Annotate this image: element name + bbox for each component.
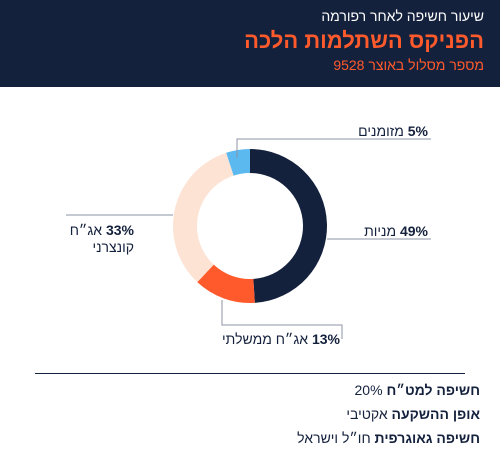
label-corp-name2: קונצרני [92, 239, 134, 255]
header: שיעור חשיפה לאחר רפורמה הפניקס השתלמות ה… [0, 0, 500, 87]
info-method-value: אקטיבי [346, 406, 388, 422]
info-geo: חשיפה גאוגרפית חו״ל וישראל [297, 430, 480, 447]
label-stocks: 49% מניות [364, 223, 428, 240]
info-method-label: אופן ההשקעה [391, 406, 480, 422]
info-exposure: חשיפה למט״ח 20% [355, 382, 480, 399]
info-geo-value: חו״ל וישראל [297, 430, 371, 446]
leader-gov [221, 300, 343, 339]
label-gov-bonds: 13% אג״ח ממשלתי [222, 331, 340, 348]
label-cash-name: מזומנים [358, 123, 404, 139]
donut-svg [66, 138, 431, 339]
label-gov-pct: 13% [311, 331, 340, 347]
label-corp-bonds: 33% אג״ח קונצרני [70, 222, 134, 256]
divider [35, 373, 465, 374]
label-corp-pct: 33% [105, 222, 134, 238]
label-corp-name: אג״ח [69, 222, 103, 238]
slice-cash [226, 149, 250, 176]
label-stocks-name: מניות [364, 223, 397, 239]
label-gov-name: אג״ח ממשלתי [222, 331, 309, 347]
label-cash: 5% מזומנים [358, 123, 428, 140]
label-cash-pct: 5% [407, 123, 428, 139]
info-exposure-value: 20% [354, 382, 383, 398]
slice-corp-bonds [172, 152, 234, 283]
info-exposure-label: חשיפה למט״ח [386, 382, 480, 398]
fund-pretitle: שיעור חשיפה לאחר רפורמה [321, 8, 484, 24]
info-method: אופן ההשקעה אקטיבי [346, 406, 480, 423]
fund-track-number: מספר מסלול באוצר 9528 [333, 57, 484, 73]
fund-title: הפניקס השתלמות הלכה [244, 28, 484, 53]
leader-cash [236, 138, 431, 158]
allocation-chart: 5% מזומנים 49% מניות 33% אג״ח קונצרני 13… [0, 87, 500, 367]
info-geo-label: חשיפה גאוגרפית [374, 430, 480, 446]
slice-stocks [250, 149, 327, 303]
slice-gov-bonds [197, 264, 255, 303]
label-stocks-pct: 49% [399, 223, 428, 239]
